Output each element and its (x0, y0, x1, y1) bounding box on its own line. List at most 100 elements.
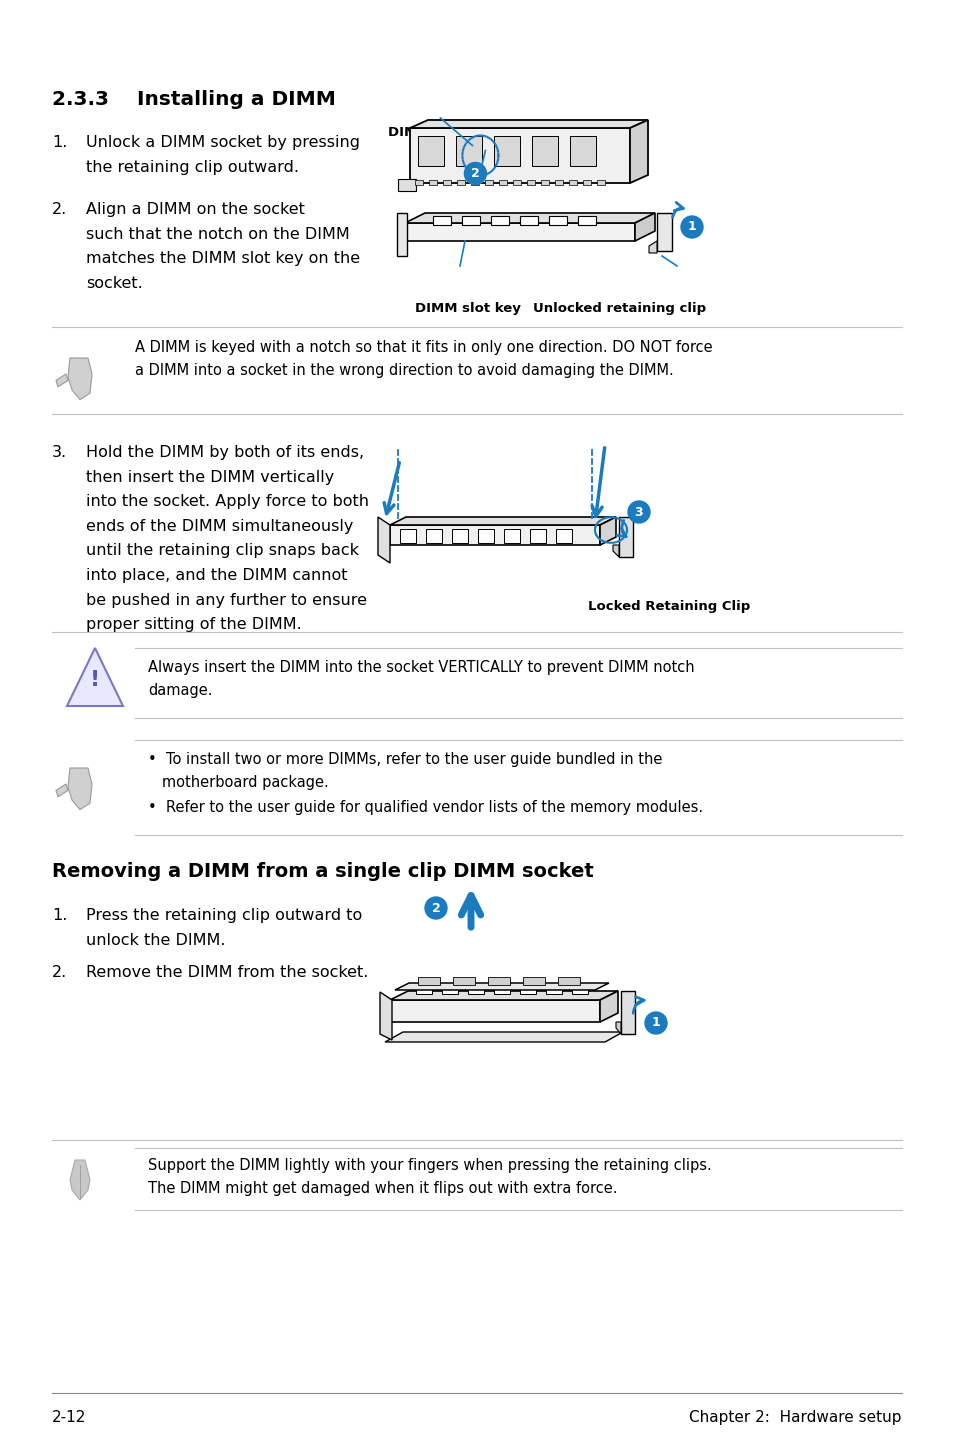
Polygon shape (379, 992, 392, 1040)
Text: Hold the DIMM by both of its ends,
then insert the DIMM vertically
into the sock: Hold the DIMM by both of its ends, then … (86, 444, 369, 633)
Text: 1: 1 (651, 1017, 659, 1030)
Text: 2.: 2. (52, 965, 67, 981)
Bar (494, 137, 519, 165)
Text: DIMM slot key: DIMM slot key (415, 302, 520, 315)
Bar (415, 180, 422, 186)
Text: Unlock a DIMM socket by pressing
the retaining clip outward.: Unlock a DIMM socket by pressing the ret… (86, 135, 359, 174)
Text: A DIMM is keyed with a notch so that it fits in only one direction. DO NOT force: A DIMM is keyed with a notch so that it … (135, 339, 712, 378)
Text: Chapter 2:  Hardware setup: Chapter 2: Hardware setup (689, 1411, 901, 1425)
Text: •  To install two or more DIMMs, refer to the user guide bundled in the
   mothe: • To install two or more DIMMs, refer to… (148, 752, 661, 789)
Circle shape (464, 162, 486, 184)
Bar (452, 529, 468, 544)
Text: 2.: 2. (52, 201, 67, 217)
Polygon shape (620, 991, 635, 1034)
Bar (503, 529, 519, 544)
Polygon shape (405, 223, 635, 242)
Text: 3.: 3. (52, 444, 67, 460)
Polygon shape (648, 242, 657, 253)
Polygon shape (395, 984, 608, 989)
Text: 1.: 1. (52, 907, 68, 923)
Bar (488, 976, 510, 985)
Bar (582, 180, 590, 186)
Bar (477, 529, 494, 544)
Polygon shape (461, 216, 479, 224)
Bar (453, 976, 475, 985)
Polygon shape (396, 213, 407, 256)
Bar (545, 984, 561, 994)
Bar (471, 180, 478, 186)
Text: 2: 2 (431, 902, 440, 915)
Polygon shape (68, 768, 91, 810)
FancyArrowPatch shape (672, 203, 682, 217)
Bar (456, 137, 481, 165)
Bar (416, 984, 432, 994)
Text: DIMM notch: DIMM notch (388, 127, 476, 139)
Polygon shape (635, 213, 655, 242)
Bar (556, 529, 572, 544)
Bar (569, 137, 596, 165)
Polygon shape (390, 518, 616, 525)
Bar (530, 529, 545, 544)
Polygon shape (67, 649, 123, 706)
Bar (522, 976, 544, 985)
FancyArrowPatch shape (617, 521, 625, 536)
Text: Support the DIMM lightly with your fingers when pressing the retaining clips.
Th: Support the DIMM lightly with your finge… (148, 1158, 711, 1196)
Polygon shape (390, 999, 599, 1022)
Bar (597, 180, 604, 186)
Text: •  Refer to the user guide for qualified vendor lists of the memory modules.: • Refer to the user guide for qualified … (148, 800, 702, 815)
Circle shape (424, 897, 447, 919)
Bar (417, 137, 443, 165)
Bar (513, 180, 520, 186)
Polygon shape (405, 213, 655, 223)
Bar (399, 529, 416, 544)
Circle shape (627, 500, 649, 523)
Polygon shape (618, 518, 633, 557)
Text: 1.: 1. (52, 135, 68, 150)
Bar (532, 137, 558, 165)
Polygon shape (491, 216, 509, 224)
Polygon shape (56, 374, 68, 387)
Text: Removing a DIMM from a single clip DIMM socket: Removing a DIMM from a single clip DIMM … (52, 861, 593, 881)
Polygon shape (599, 518, 616, 545)
Polygon shape (410, 128, 629, 183)
Bar (442, 180, 451, 186)
Bar (555, 180, 562, 186)
Bar (397, 178, 416, 191)
Bar (519, 984, 536, 994)
Text: 2: 2 (471, 167, 479, 180)
Bar (417, 976, 439, 985)
Polygon shape (390, 525, 599, 545)
Polygon shape (433, 216, 451, 224)
Circle shape (644, 1012, 666, 1034)
Text: Always insert the DIMM into the socket VERTICALLY to prevent DIMM notch
damage.: Always insert the DIMM into the socket V… (148, 660, 694, 699)
Text: 3: 3 (634, 506, 642, 519)
Text: Remove the DIMM from the socket.: Remove the DIMM from the socket. (86, 965, 368, 981)
Bar (456, 180, 464, 186)
Polygon shape (519, 216, 537, 224)
Bar (498, 180, 506, 186)
Polygon shape (657, 213, 671, 252)
Polygon shape (56, 784, 68, 797)
Bar (429, 180, 436, 186)
Bar (558, 976, 579, 985)
Bar (568, 180, 577, 186)
Polygon shape (410, 119, 647, 128)
Bar (572, 984, 587, 994)
Bar (526, 180, 535, 186)
Text: Align a DIMM on the socket
such that the notch on the DIMM
matches the DIMM slot: Align a DIMM on the socket such that the… (86, 201, 359, 290)
Polygon shape (616, 1022, 620, 1034)
Polygon shape (70, 1160, 90, 1199)
Circle shape (680, 216, 702, 239)
Text: 2.3.3    Installing a DIMM: 2.3.3 Installing a DIMM (52, 91, 335, 109)
Polygon shape (578, 216, 596, 224)
Polygon shape (385, 1032, 622, 1043)
Text: Unlocked retaining clip: Unlocked retaining clip (533, 302, 706, 315)
Bar (468, 984, 483, 994)
Text: Locked Retaining Clip: Locked Retaining Clip (587, 600, 749, 613)
Bar (441, 984, 457, 994)
Bar (484, 180, 493, 186)
Polygon shape (390, 991, 618, 999)
Text: Press the retaining clip outward to
unlock the DIMM.: Press the retaining clip outward to unlo… (86, 907, 362, 948)
Text: !: ! (90, 670, 100, 690)
Polygon shape (548, 216, 566, 224)
